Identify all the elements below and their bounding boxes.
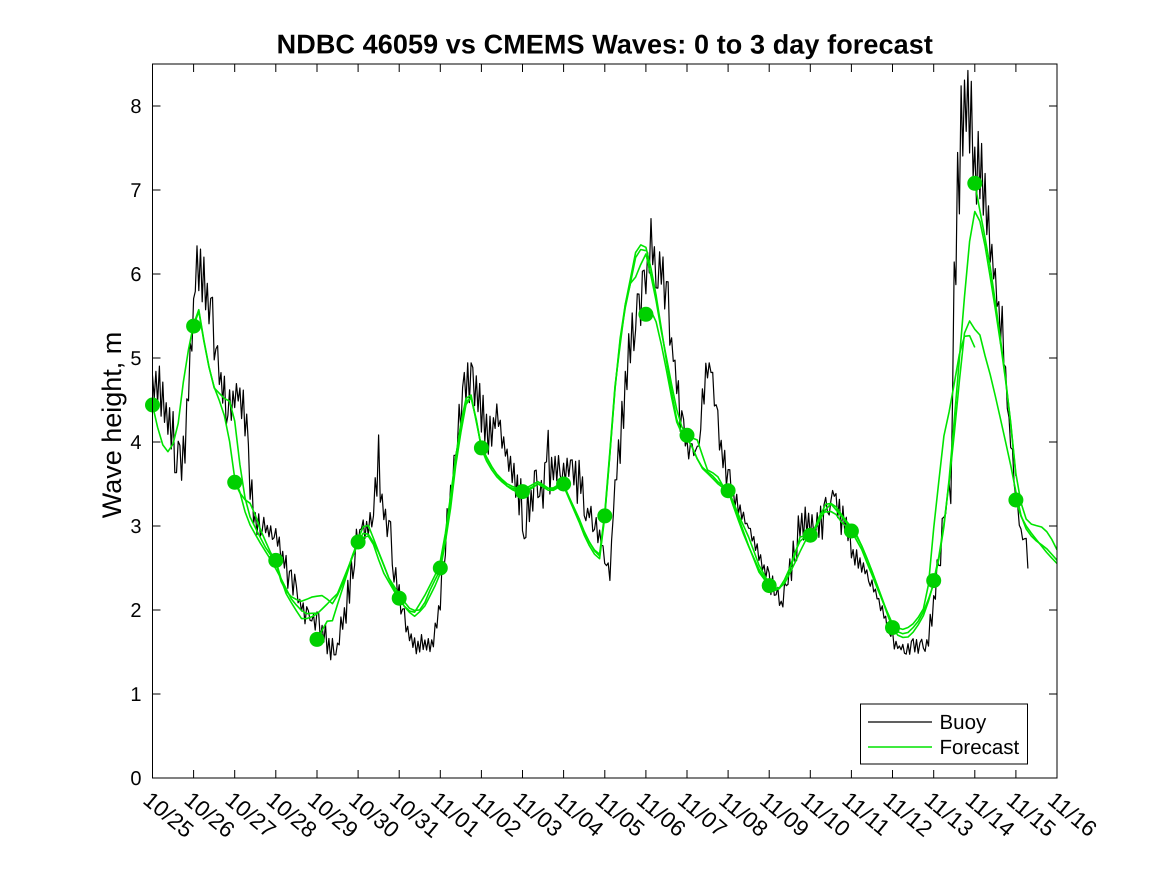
svg-text:4: 4 — [130, 432, 141, 454]
svg-text:5: 5 — [130, 348, 141, 370]
svg-text:7: 7 — [130, 180, 141, 202]
svg-text:8: 8 — [130, 96, 141, 118]
svg-text:Wave height, m: Wave height, m — [97, 332, 127, 519]
svg-text:Forecast: Forecast — [939, 736, 1019, 759]
svg-text:3: 3 — [130, 516, 141, 538]
svg-text:2: 2 — [130, 600, 141, 622]
svg-text:0: 0 — [130, 768, 141, 790]
svg-text:1: 1 — [130, 684, 141, 706]
svg-text:Buoy: Buoy — [939, 711, 986, 734]
svg-text:NDBC 46059 vs CMEMS Waves: 0 t: NDBC 46059 vs CMEMS Waves: 0 to 3 day fo… — [277, 29, 933, 59]
svg-text:6: 6 — [130, 264, 141, 286]
